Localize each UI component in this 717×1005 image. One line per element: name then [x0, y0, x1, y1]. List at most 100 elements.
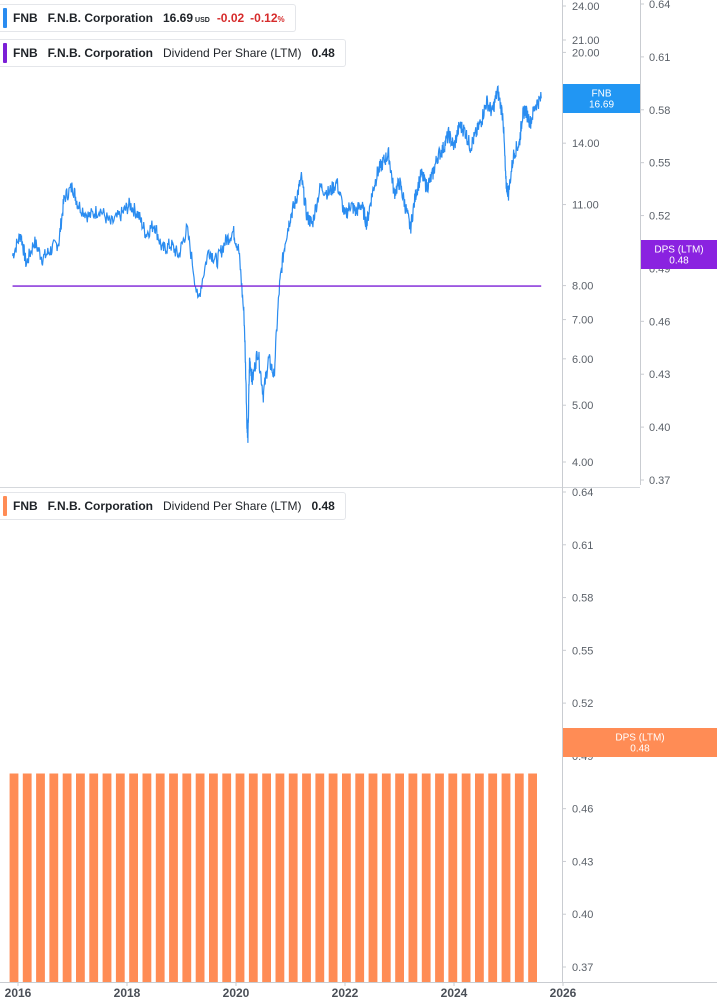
dps-bar — [421, 773, 431, 982]
dps-legend-bottom[interactable]: FNB F.N.B. Corporation Dividend Per Shar… — [0, 492, 346, 520]
dps-bar — [514, 773, 524, 982]
price-tick-label: 6.00 — [572, 354, 593, 366]
price-tick-label: 11.00 — [572, 200, 599, 212]
dps-bar — [76, 773, 85, 982]
dps-bar — [461, 773, 471, 982]
dps-bar — [408, 773, 418, 982]
price-tick-label: 24.00 — [572, 1, 600, 13]
dps-bar — [288, 773, 298, 982]
series-color-swatch — [3, 43, 7, 63]
dps-bar — [209, 773, 218, 982]
dps-bottom-tick-label: 0.52 — [572, 698, 593, 710]
dps-bar — [395, 773, 404, 982]
time-tick-label: 2022 — [332, 986, 359, 1000]
price-tag-bg — [563, 84, 640, 113]
legend-price: 16.69 — [163, 11, 194, 25]
dps-bar — [9, 773, 19, 982]
dps-legend-top[interactable]: FNB F.N.B. Corporation Dividend Per Shar… — [0, 39, 346, 67]
legend-ticker: FNB — [13, 11, 38, 25]
dps-bar — [315, 773, 325, 982]
dps-bar — [129, 773, 138, 982]
dps-tick-label: 0.37 — [649, 475, 670, 487]
time-tick-label: 2016 — [5, 986, 32, 1000]
dps-bottom-tick-label: 0.40 — [572, 909, 593, 921]
dps-tick-label: 0.64 — [649, 0, 670, 11]
dps-bar — [169, 773, 178, 982]
dps-tick-label: 0.55 — [649, 158, 670, 170]
dps-bar — [49, 773, 59, 982]
dps-bar — [115, 773, 125, 982]
price-tag-line1: FNB — [592, 89, 612, 100]
price-tick-label: 20.00 — [572, 47, 600, 59]
dps-bottom-tag-line2: 0.48 — [630, 744, 650, 755]
dps-bar — [488, 773, 498, 982]
dps-bottom-tick-label: 0.37 — [572, 962, 593, 974]
dps-bottom-tag-bg — [563, 728, 717, 757]
dps-bars — [9, 773, 537, 982]
dps-bar — [102, 773, 112, 982]
pane-frames — [0, 0, 717, 983]
dps-bar — [328, 773, 338, 982]
dps-bar — [195, 773, 205, 982]
dps-tick-label: 0.58 — [649, 105, 670, 117]
dps-bottom-tick-label: 0.55 — [572, 645, 593, 657]
legend-change: -0.02 — [216, 11, 245, 25]
legend-company: F.N.B. Corporation — [47, 46, 153, 60]
dps-tick-label: 0.46 — [649, 316, 670, 328]
dps-bottom-tick-label: 0.64 — [572, 487, 593, 499]
dps-bar — [275, 773, 285, 982]
time-tick-label: 2026 — [550, 986, 577, 1000]
dps-top-tag-bg — [641, 240, 717, 269]
time-tick-label: 2024 — [441, 986, 468, 1000]
dps-bar — [182, 773, 192, 982]
legend-company: F.N.B. Corporation — [47, 499, 153, 513]
time-tick-label: 2018 — [114, 986, 141, 1000]
dps-bar — [248, 773, 258, 982]
legend-change-pct: -0.12% — [250, 11, 285, 25]
series-color-swatch — [3, 496, 7, 516]
dps-bar — [475, 773, 484, 982]
dps-bar — [142, 773, 152, 982]
dps-tick-label: 0.40 — [649, 422, 670, 434]
dps-bar — [22, 773, 32, 982]
dps-bar — [448, 773, 458, 982]
price-tick-label: 4.00 — [572, 457, 593, 469]
price-series — [12, 85, 542, 443]
price-tick-label: 5.00 — [572, 400, 593, 412]
dps-bar — [89, 773, 99, 982]
dps-top-tag-line1: DPS (LTM) — [654, 245, 703, 256]
dps-bar — [368, 773, 378, 982]
dps-bar — [355, 773, 365, 982]
dps-bar — [501, 773, 511, 982]
dps-bar — [62, 773, 72, 982]
dps-bottom-tick-label: 0.58 — [572, 593, 593, 605]
legend-metric: Dividend Per Share (LTM) — [163, 499, 302, 513]
price-tick-label: 8.00 — [572, 281, 593, 293]
dps-tick-label: 0.61 — [649, 52, 670, 64]
legend-metric: Dividend Per Share (LTM) — [163, 46, 302, 60]
series-color-swatch — [3, 8, 7, 28]
dps-bar — [528, 773, 537, 982]
price-tick-label: 21.00 — [572, 35, 600, 47]
legend-ticker: FNB — [13, 499, 38, 513]
legend-ticker: FNB — [13, 46, 38, 60]
dps-bar — [302, 773, 311, 982]
dps-bar — [262, 773, 271, 982]
dps-bottom-tick-label: 0.61 — [572, 540, 593, 552]
legend-currency: USD — [195, 16, 210, 24]
price-tick-label: 14.00 — [572, 138, 600, 150]
dps-tick-label: 0.52 — [649, 211, 670, 223]
dps-bar — [342, 773, 351, 982]
dps-bottom-tick-label: 0.46 — [572, 804, 593, 816]
price-tag-line2: 16.69 — [589, 100, 614, 111]
dps-bar — [235, 773, 245, 982]
price-legend[interactable]: FNB F.N.B. Corporation 16.69 USD -0.02 -… — [0, 4, 296, 32]
dps-bar — [381, 773, 391, 982]
dps-top-tag-line2: 0.48 — [669, 256, 689, 267]
dps-tick-label: 0.43 — [649, 369, 670, 381]
dps-bottom-tag-line1: DPS (LTM) — [615, 733, 664, 744]
dps-bar — [36, 773, 45, 982]
